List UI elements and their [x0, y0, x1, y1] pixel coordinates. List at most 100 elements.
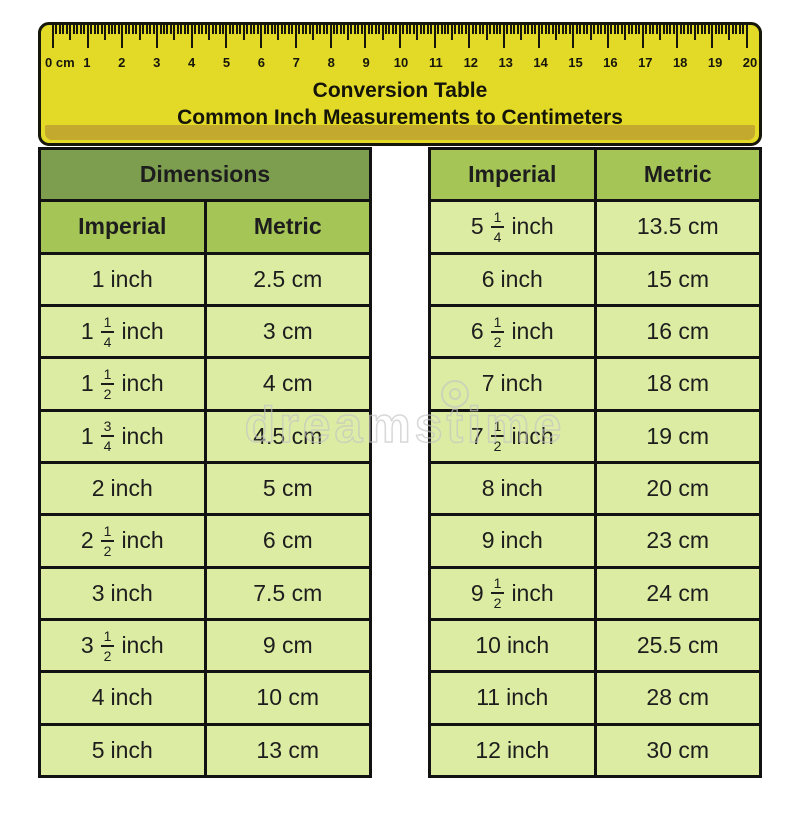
- ruler-tick: [169, 25, 172, 34]
- ruler-numbers: 0 cm 1 2 3 4 5 6 7 8 9 10 11 12 13 14 15 16 17 18 19 20: [45, 55, 757, 73]
- ruler-tick: [173, 25, 176, 40]
- imperial-unit: inch: [121, 632, 164, 659]
- ruler-tick: [128, 25, 131, 34]
- fraction-denominator: 4: [103, 438, 112, 455]
- ruler-tick: [617, 25, 620, 34]
- imperial-whole: 4: [91, 684, 105, 711]
- fraction-denominator: 2: [103, 542, 112, 559]
- ruler-cm-label: 13: [498, 55, 513, 70]
- ruler-tick: [367, 25, 370, 34]
- imperial-unit: inch: [511, 318, 554, 345]
- ruler-bottom-strip: [45, 125, 755, 140]
- ruler-cm-label: 4: [187, 55, 196, 70]
- ruler-tick: [672, 25, 675, 34]
- ruler-tick: [582, 25, 585, 34]
- ruler-tick: [194, 25, 197, 34]
- ruler-tick: [242, 25, 245, 40]
- imperial-whole: 3: [80, 632, 94, 659]
- table-row: 1 3 4 inch 4.5 cm: [41, 411, 369, 464]
- ruler-cm-label: 18: [672, 55, 688, 70]
- ruler-tick: [731, 25, 734, 34]
- ruler-tick: [520, 25, 523, 40]
- ruler-tick: [482, 25, 485, 34]
- ruler-tick: [55, 25, 58, 34]
- ruler-tick: [610, 25, 613, 34]
- ruler-tick: [603, 25, 606, 34]
- ruler-tick: [326, 25, 329, 34]
- left-conversion-table: Dimensions Imperial Metric 1 inch 2.5 cm…: [38, 147, 372, 778]
- fraction-denominator: 2: [493, 595, 502, 612]
- ruler-tick: [697, 25, 700, 34]
- imperial-fraction: 1 2: [100, 367, 115, 401]
- ruler-tick: [544, 25, 547, 34]
- ruler: 0 cm 1 2 3 4 5 6 7 8 9 10 11 12 13 14 15 16 17 18 19 20 Conv…: [38, 22, 762, 146]
- ruler-tick: [58, 25, 61, 34]
- ruler-tick: [405, 25, 408, 34]
- ruler-tick: [284, 25, 287, 34]
- ruler-tick: [76, 25, 79, 34]
- metric-cell: 24 cm: [596, 568, 759, 618]
- ruler-tick: [308, 25, 311, 34]
- ruler-tick: [86, 25, 89, 48]
- ruler-tick: [104, 25, 107, 40]
- ruler-tick: [176, 25, 179, 34]
- ruler-tick: [301, 25, 304, 34]
- ruler-tick: [357, 25, 360, 34]
- imperial-unit: inch: [121, 422, 164, 449]
- ruler-tick: [346, 25, 349, 40]
- ruler-tick: [256, 25, 259, 34]
- ruler-tick: [652, 25, 655, 34]
- imperial-column-header: Imperial: [431, 150, 597, 200]
- ruler-tick: [395, 25, 398, 34]
- table-row: 11 inch 28 cm: [431, 673, 759, 726]
- ruler-tick: [298, 25, 301, 34]
- ruler-tick: [693, 25, 696, 40]
- ruler-tick: [419, 25, 422, 34]
- ruler-tick: [142, 25, 145, 34]
- imperial-unit: inch: [121, 527, 164, 554]
- ruler-tick: [121, 25, 124, 48]
- ruler-tick: [631, 25, 634, 34]
- table-row: 10 inch 25.5 cm: [431, 620, 759, 674]
- ruler-tick: [62, 25, 65, 34]
- ruler-tick: [572, 25, 575, 48]
- ruler-tick: [107, 25, 110, 34]
- ruler-tick: [745, 25, 748, 48]
- ruler-tick: [634, 25, 637, 34]
- ruler-tick: [364, 25, 367, 48]
- right-column-header-row: Imperial Metric: [431, 150, 759, 203]
- left-column-header-row: Imperial Metric: [41, 202, 369, 255]
- imperial-cell: 3 inch: [41, 568, 207, 618]
- imperial-whole: 6: [481, 265, 495, 292]
- ruler-tick: [332, 25, 335, 34]
- ruler-cm-label: 17: [638, 55, 653, 70]
- ruler-tick: [263, 25, 266, 34]
- ruler-cm-label: 14: [533, 55, 548, 70]
- imperial-fraction: 1 4: [100, 315, 115, 349]
- ruler-tick: [159, 25, 162, 34]
- imperial-cell: 6 inch: [431, 254, 597, 304]
- metric-cell: 4.5 cm: [206, 411, 369, 461]
- ruler-tick: [662, 25, 665, 34]
- table-row: 7 inch 18 cm: [431, 359, 759, 412]
- metric-column-header: Metric: [596, 150, 759, 200]
- ruler-tick: [728, 25, 731, 40]
- imperial-cell: 1 1 2 inch: [41, 359, 207, 409]
- imperial-cell: 9 inch: [431, 516, 597, 566]
- metric-cell: 6 cm: [206, 516, 369, 566]
- ruler-tick: [152, 25, 155, 34]
- ruler-tick: [447, 25, 450, 34]
- ruler-tick: [353, 25, 356, 34]
- fraction-numerator: 1: [100, 367, 115, 385]
- ruler-cm-label: 1: [83, 55, 91, 70]
- ruler-tick: [627, 25, 630, 34]
- fraction-denominator: 2: [493, 333, 502, 350]
- imperial-whole: 1: [80, 318, 94, 345]
- ruler-tick: [686, 25, 689, 34]
- dimensions-header-row: Dimensions: [41, 150, 369, 203]
- imperial-cell: 5 inch: [41, 725, 207, 775]
- title-line-1: Conversion Table: [312, 79, 488, 102]
- ruler-cm-label: 7: [292, 55, 300, 70]
- ruler-tick: [655, 25, 658, 34]
- ruler-tick: [735, 25, 738, 34]
